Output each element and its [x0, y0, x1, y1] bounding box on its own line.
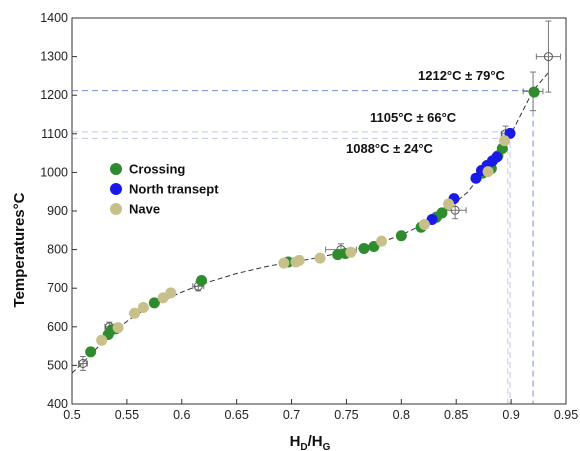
data-point [96, 334, 108, 346]
fit-curve [71, 70, 550, 374]
fit-line [71, 70, 550, 374]
data-point [499, 135, 511, 147]
data-point [395, 230, 407, 242]
y-tick-label: 900 [47, 204, 68, 218]
x-tick-label: 0.7 [283, 408, 300, 422]
data-point [148, 297, 160, 309]
x-tick-label: 0.6 [173, 408, 190, 422]
legend-label: North transept [129, 182, 219, 197]
y-tick-label: 600 [47, 320, 68, 334]
data-point [137, 302, 149, 313]
data-point [436, 207, 448, 219]
y-tick-label: 700 [47, 281, 68, 295]
data-point [129, 307, 141, 319]
x-tick-label: 0.55 [115, 408, 139, 422]
data-point [443, 198, 455, 210]
data-point [376, 235, 388, 247]
data-point [314, 252, 326, 264]
annotation-label: 1105°C ± 66°C [370, 110, 457, 125]
reference-point [535, 20, 562, 93]
data-point [345, 246, 357, 258]
x-tick-label: 0.9 [502, 408, 519, 422]
x-tick-label: 0.85 [444, 408, 468, 422]
legend-marker [110, 163, 122, 175]
data-point [358, 242, 370, 254]
x-tick-label: 0.65 [224, 408, 248, 422]
reference-lines [72, 90, 534, 404]
annotation-label: 1088°C ± 24°C [346, 141, 434, 156]
legend-marker [110, 183, 122, 195]
series-crossing [85, 86, 540, 358]
data-point [491, 151, 503, 163]
data-point [482, 166, 494, 178]
data-point [470, 172, 482, 184]
x-axis-ticks: 0.5 0.55 0.6 0.65 0.7 0.75 0.8 0.85 0.9 0.95 [63, 399, 578, 422]
data-point [368, 241, 380, 253]
y-tick-label: 400 [47, 397, 68, 411]
x-tick-label: 0.95 [554, 408, 578, 422]
y-tick-label: 800 [47, 243, 68, 257]
annotations: 1212°C ± 79°C 1105°C ± 66°C 1088°C ± 24°C [346, 68, 506, 156]
annotation-label: 1212°C ± 79°C [418, 68, 506, 83]
x-tick-label: 0.75 [334, 408, 358, 422]
y-tick-label: 1100 [41, 127, 68, 141]
legend-label: Nave [129, 202, 160, 217]
legend-label: Crossing [129, 162, 185, 177]
data-point [165, 287, 177, 299]
data-point [112, 322, 124, 334]
x-tick-label: 0.5 [63, 408, 80, 422]
data-point [293, 254, 305, 266]
y-tick-label: 1200 [40, 88, 68, 102]
y-axis-ticks: 400 500 600 700 800 900 1000 1100 1200 1300 1400 [40, 11, 77, 411]
reference-marker [543, 52, 553, 62]
y-tick-label: 500 [47, 358, 68, 372]
data-point [528, 86, 540, 98]
x-tick-label: 0.8 [393, 408, 410, 422]
y-tick-label: 1300 [40, 50, 68, 64]
series-nave [96, 135, 511, 346]
legend-marker [110, 203, 122, 215]
data-points [85, 86, 540, 358]
data-point [418, 219, 430, 231]
reference-marker [450, 205, 460, 215]
x-axis-title: HD/HG [290, 433, 331, 451]
reference-point [78, 356, 88, 371]
legend: Crossing North transept Nave [110, 162, 219, 217]
data-point [278, 257, 290, 269]
data-point [85, 346, 97, 358]
reference-marker [78, 358, 88, 368]
y-tick-label: 1400 [40, 11, 68, 25]
data-point [196, 274, 208, 286]
y-axis-title: Temperatures°C [11, 192, 28, 307]
y-tick-label: 1000 [40, 165, 68, 179]
